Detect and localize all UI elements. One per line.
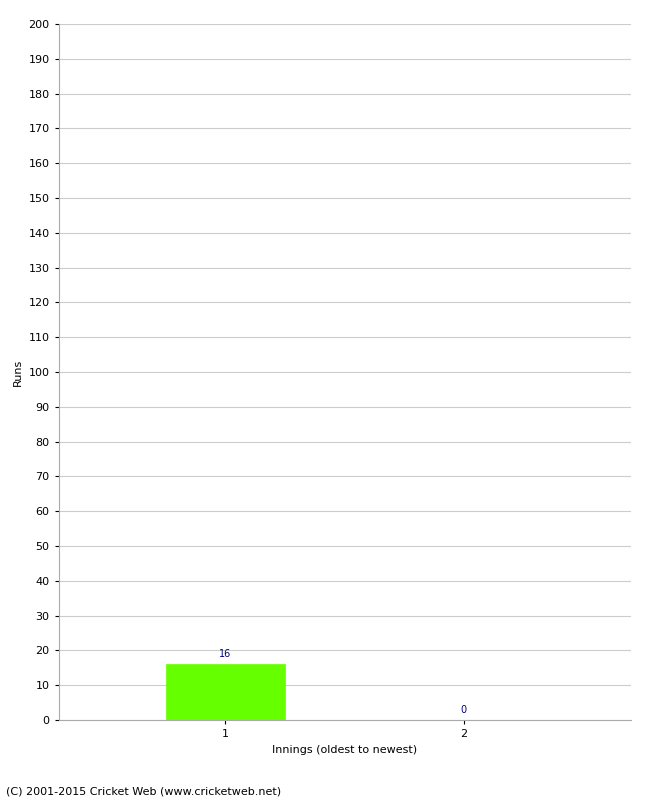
Y-axis label: Runs: Runs	[13, 358, 23, 386]
X-axis label: Innings (oldest to newest): Innings (oldest to newest)	[272, 745, 417, 754]
Text: (C) 2001-2015 Cricket Web (www.cricketweb.net): (C) 2001-2015 Cricket Web (www.cricketwe…	[6, 786, 281, 796]
Bar	[166, 664, 285, 720]
Text: 0: 0	[461, 705, 467, 714]
Text: 16: 16	[219, 649, 231, 659]
